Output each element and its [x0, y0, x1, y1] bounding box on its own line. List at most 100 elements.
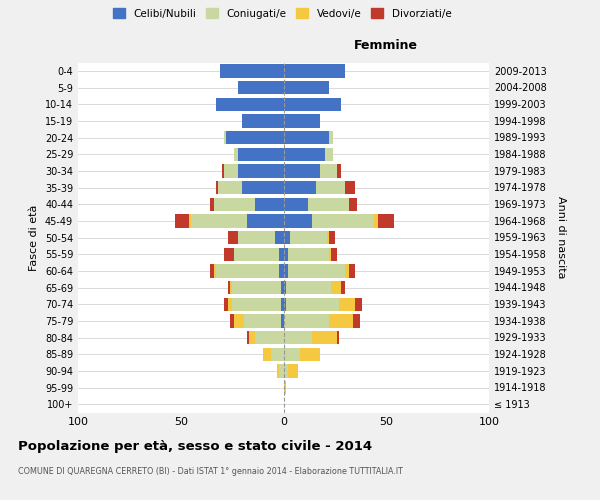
- Bar: [255, 198, 284, 211]
- Bar: [284, 214, 312, 228]
- Bar: [238, 164, 284, 177]
- Bar: [242, 181, 284, 194]
- Bar: [228, 231, 238, 244]
- Bar: [287, 248, 329, 261]
- Bar: [287, 364, 298, 378]
- Bar: [244, 314, 281, 328]
- Bar: [290, 231, 326, 244]
- Bar: [341, 281, 345, 294]
- Bar: [277, 364, 280, 378]
- Bar: [284, 281, 286, 294]
- Bar: [214, 198, 255, 211]
- Bar: [226, 131, 284, 144]
- Bar: [312, 331, 337, 344]
- Bar: [247, 214, 284, 228]
- Bar: [284, 64, 345, 78]
- Bar: [284, 114, 320, 128]
- Bar: [316, 181, 345, 194]
- Bar: [349, 198, 358, 211]
- Bar: [230, 281, 232, 294]
- Bar: [220, 64, 284, 78]
- Bar: [280, 264, 284, 278]
- Bar: [281, 314, 284, 328]
- Bar: [209, 198, 214, 211]
- Bar: [255, 331, 284, 344]
- Bar: [280, 364, 284, 378]
- Y-axis label: Fasce di età: Fasce di età: [29, 204, 39, 270]
- Bar: [284, 298, 286, 311]
- Bar: [349, 264, 355, 278]
- Bar: [374, 214, 378, 228]
- Bar: [275, 231, 284, 244]
- Bar: [284, 381, 286, 394]
- Bar: [281, 281, 284, 294]
- Bar: [224, 131, 226, 144]
- Bar: [345, 264, 349, 278]
- Bar: [284, 81, 329, 94]
- Bar: [234, 148, 238, 161]
- Bar: [248, 331, 255, 344]
- Bar: [222, 164, 224, 177]
- Bar: [300, 348, 320, 361]
- Bar: [224, 248, 234, 261]
- Bar: [326, 231, 329, 244]
- Legend: Celibi/Nubili, Coniugati/e, Vedovi/e, Divorziati/e: Celibi/Nubili, Coniugati/e, Vedovi/e, Di…: [109, 5, 455, 21]
- Text: COMUNE DI QUAREGNA CERRETO (BI) - Dati ISTAT 1° gennaio 2014 - Elaborazione TUTT: COMUNE DI QUAREGNA CERRETO (BI) - Dati I…: [18, 468, 403, 476]
- Bar: [284, 364, 287, 378]
- Bar: [228, 281, 230, 294]
- Bar: [337, 331, 339, 344]
- Bar: [345, 181, 355, 194]
- Bar: [284, 331, 312, 344]
- Bar: [284, 248, 287, 261]
- Bar: [215, 264, 280, 278]
- Bar: [284, 148, 325, 161]
- Bar: [331, 248, 337, 261]
- Bar: [224, 298, 228, 311]
- Bar: [329, 131, 333, 144]
- Bar: [308, 198, 349, 211]
- Bar: [263, 348, 271, 361]
- Bar: [286, 281, 331, 294]
- Bar: [232, 298, 281, 311]
- Bar: [224, 164, 238, 177]
- Bar: [230, 314, 234, 328]
- Bar: [238, 148, 284, 161]
- Bar: [189, 214, 191, 228]
- Bar: [378, 214, 394, 228]
- Bar: [355, 298, 362, 311]
- Bar: [284, 98, 341, 111]
- Bar: [228, 298, 232, 311]
- Text: Popolazione per età, sesso e stato civile - 2014: Popolazione per età, sesso e stato civil…: [18, 440, 372, 453]
- Bar: [320, 164, 337, 177]
- Bar: [353, 314, 359, 328]
- Bar: [280, 248, 284, 261]
- Bar: [284, 231, 290, 244]
- Bar: [284, 264, 287, 278]
- Bar: [215, 98, 284, 111]
- Bar: [325, 148, 333, 161]
- Bar: [271, 348, 284, 361]
- Bar: [329, 231, 335, 244]
- Bar: [331, 281, 341, 294]
- Bar: [175, 214, 189, 228]
- Text: Femmine: Femmine: [354, 39, 418, 52]
- Bar: [337, 164, 341, 177]
- Bar: [281, 298, 284, 311]
- Bar: [209, 264, 214, 278]
- Bar: [286, 298, 339, 311]
- Bar: [191, 214, 247, 228]
- Bar: [284, 198, 308, 211]
- Bar: [242, 114, 284, 128]
- Bar: [312, 214, 374, 228]
- Bar: [215, 181, 218, 194]
- Bar: [238, 81, 284, 94]
- Bar: [238, 231, 275, 244]
- Bar: [218, 181, 242, 194]
- Bar: [247, 331, 248, 344]
- Bar: [329, 314, 353, 328]
- Bar: [284, 131, 329, 144]
- Bar: [284, 181, 316, 194]
- Bar: [214, 264, 215, 278]
- Bar: [232, 281, 281, 294]
- Bar: [329, 248, 331, 261]
